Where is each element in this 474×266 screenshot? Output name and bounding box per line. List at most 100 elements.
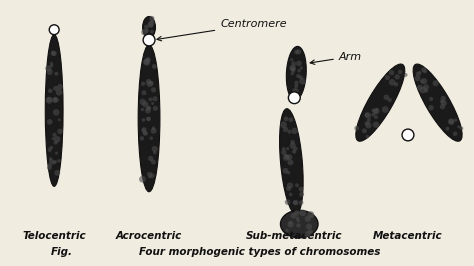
Circle shape xyxy=(54,160,57,164)
Circle shape xyxy=(49,25,59,35)
Circle shape xyxy=(441,100,447,106)
Circle shape xyxy=(429,97,433,101)
Circle shape xyxy=(150,30,154,34)
Circle shape xyxy=(424,89,428,93)
Circle shape xyxy=(148,97,153,101)
Circle shape xyxy=(150,173,155,178)
Circle shape xyxy=(55,72,58,76)
Circle shape xyxy=(53,109,60,116)
Circle shape xyxy=(142,127,146,132)
Circle shape xyxy=(143,34,155,46)
Circle shape xyxy=(142,90,146,95)
Circle shape xyxy=(394,82,398,86)
Circle shape xyxy=(365,122,372,128)
Circle shape xyxy=(288,92,300,104)
Circle shape xyxy=(143,131,148,136)
Circle shape xyxy=(45,65,52,72)
Circle shape xyxy=(290,140,295,144)
Circle shape xyxy=(389,70,394,75)
Ellipse shape xyxy=(46,35,63,186)
Circle shape xyxy=(283,168,288,174)
Circle shape xyxy=(152,64,157,69)
Circle shape xyxy=(141,128,146,132)
Circle shape xyxy=(299,75,303,80)
Circle shape xyxy=(147,172,152,177)
Text: Sub-metacentric: Sub-metacentric xyxy=(246,231,343,241)
Circle shape xyxy=(291,213,296,219)
Circle shape xyxy=(382,106,389,113)
Circle shape xyxy=(153,151,156,154)
Circle shape xyxy=(440,99,444,104)
Circle shape xyxy=(139,176,146,182)
Circle shape xyxy=(291,67,295,71)
Circle shape xyxy=(457,125,460,128)
Circle shape xyxy=(148,156,154,161)
Text: Centromere: Centromere xyxy=(157,19,287,41)
Circle shape xyxy=(283,154,289,161)
Ellipse shape xyxy=(413,64,462,141)
Circle shape xyxy=(293,147,298,151)
Circle shape xyxy=(449,119,454,124)
Circle shape xyxy=(292,200,297,205)
Circle shape xyxy=(292,69,295,73)
Circle shape xyxy=(52,160,55,165)
Circle shape xyxy=(57,84,63,90)
Circle shape xyxy=(146,57,151,62)
Circle shape xyxy=(150,19,155,23)
Circle shape xyxy=(52,137,55,140)
Circle shape xyxy=(294,81,299,85)
Circle shape xyxy=(389,79,395,86)
Circle shape xyxy=(286,147,289,150)
Circle shape xyxy=(296,74,301,78)
Circle shape xyxy=(428,105,434,110)
Circle shape xyxy=(446,127,449,131)
Circle shape xyxy=(294,50,299,54)
Circle shape xyxy=(365,121,369,126)
Circle shape xyxy=(296,223,301,228)
Circle shape xyxy=(282,147,286,151)
Text: Metacentric: Metacentric xyxy=(373,231,443,241)
Circle shape xyxy=(52,97,57,103)
Circle shape xyxy=(280,121,287,128)
Circle shape xyxy=(460,127,464,130)
Circle shape xyxy=(297,69,301,73)
Circle shape xyxy=(142,118,146,122)
Circle shape xyxy=(141,108,144,111)
Circle shape xyxy=(151,102,154,105)
Circle shape xyxy=(51,51,55,56)
Circle shape xyxy=(398,70,402,74)
Circle shape xyxy=(50,64,54,67)
Circle shape xyxy=(46,69,53,75)
Circle shape xyxy=(143,59,149,65)
Circle shape xyxy=(284,154,288,157)
Ellipse shape xyxy=(143,16,155,38)
Circle shape xyxy=(285,229,289,232)
Circle shape xyxy=(58,118,61,121)
Circle shape xyxy=(286,186,291,191)
Circle shape xyxy=(145,29,149,33)
Circle shape xyxy=(50,146,53,149)
Circle shape xyxy=(287,159,293,165)
Circle shape xyxy=(385,75,390,80)
Circle shape xyxy=(50,62,53,65)
Text: Acrocentric: Acrocentric xyxy=(116,231,182,241)
Circle shape xyxy=(49,159,54,163)
Circle shape xyxy=(283,117,288,121)
Circle shape xyxy=(296,61,302,66)
Circle shape xyxy=(53,133,57,137)
Circle shape xyxy=(288,130,292,134)
Circle shape xyxy=(402,129,414,141)
Circle shape xyxy=(371,109,375,112)
Circle shape xyxy=(291,61,296,66)
Circle shape xyxy=(300,210,306,216)
Ellipse shape xyxy=(138,45,160,192)
Circle shape xyxy=(453,131,457,136)
Circle shape xyxy=(388,98,392,102)
Circle shape xyxy=(139,99,146,105)
Circle shape xyxy=(290,143,296,149)
Circle shape xyxy=(454,118,457,122)
Circle shape xyxy=(295,217,299,220)
Circle shape xyxy=(53,86,58,91)
Circle shape xyxy=(299,200,303,205)
Circle shape xyxy=(355,126,359,131)
